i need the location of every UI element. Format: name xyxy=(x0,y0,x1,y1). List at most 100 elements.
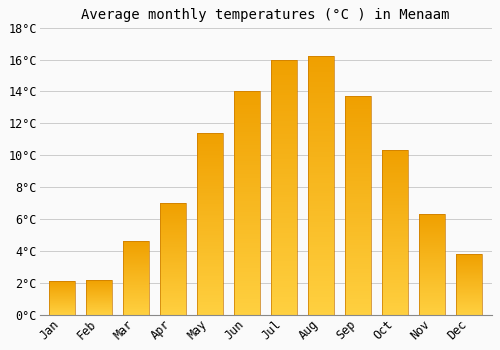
Bar xyxy=(308,103,334,105)
Bar xyxy=(308,113,334,116)
Bar xyxy=(420,265,446,266)
Bar xyxy=(382,237,408,239)
Bar xyxy=(86,293,112,294)
Bar xyxy=(456,288,482,289)
Bar xyxy=(160,219,186,220)
Bar xyxy=(234,284,260,286)
Bar xyxy=(234,147,260,149)
Bar xyxy=(420,301,446,302)
Bar xyxy=(346,236,371,238)
Bar xyxy=(160,279,186,280)
Bar xyxy=(382,170,408,172)
Bar xyxy=(271,284,297,287)
Bar xyxy=(456,309,482,310)
Bar xyxy=(308,309,334,312)
Bar xyxy=(308,129,334,131)
Bar xyxy=(456,271,482,272)
Bar xyxy=(420,310,446,312)
Bar xyxy=(197,158,223,160)
Bar xyxy=(456,292,482,293)
Bar xyxy=(382,215,408,216)
Bar xyxy=(123,254,149,255)
Bar xyxy=(123,280,149,281)
Bar xyxy=(271,271,297,274)
Bar xyxy=(86,294,112,295)
Bar xyxy=(271,93,297,95)
Bar xyxy=(160,230,186,231)
Bar xyxy=(123,308,149,309)
Bar xyxy=(382,280,408,282)
Bar xyxy=(456,287,482,288)
Bar xyxy=(382,218,408,219)
Bar xyxy=(234,91,260,315)
Bar xyxy=(420,282,446,284)
Bar xyxy=(160,308,186,309)
Bar xyxy=(456,255,482,256)
Bar xyxy=(271,103,297,105)
Bar xyxy=(160,302,186,303)
Bar xyxy=(346,275,371,278)
Bar xyxy=(382,159,408,160)
Bar xyxy=(197,215,223,216)
Bar xyxy=(308,186,334,188)
Bar xyxy=(382,190,408,191)
Bar xyxy=(308,247,334,250)
Bar xyxy=(234,274,260,277)
Bar xyxy=(160,241,186,242)
Bar xyxy=(346,186,371,188)
Bar xyxy=(160,210,186,211)
Bar xyxy=(382,256,408,257)
Bar xyxy=(382,295,408,296)
Bar xyxy=(346,160,371,162)
Bar xyxy=(308,79,334,82)
Bar xyxy=(271,116,297,118)
Bar xyxy=(308,296,334,299)
Bar xyxy=(308,273,334,276)
Bar xyxy=(382,290,408,292)
Bar xyxy=(308,196,334,198)
Bar xyxy=(123,285,149,286)
Bar xyxy=(123,267,149,268)
Bar xyxy=(271,167,297,169)
Bar xyxy=(160,213,186,214)
Bar xyxy=(346,201,371,203)
Bar xyxy=(420,292,446,293)
Bar xyxy=(308,111,334,113)
Bar xyxy=(382,223,408,224)
Bar xyxy=(197,196,223,198)
Bar xyxy=(160,266,186,267)
Bar xyxy=(382,260,408,262)
Bar xyxy=(308,116,334,118)
Bar xyxy=(382,199,408,201)
Bar xyxy=(308,59,334,62)
Bar xyxy=(420,289,446,290)
Bar xyxy=(382,165,408,167)
Bar xyxy=(123,286,149,287)
Bar xyxy=(308,237,334,240)
Bar xyxy=(420,252,446,253)
Bar xyxy=(160,252,186,253)
Bar xyxy=(420,233,446,234)
Bar xyxy=(271,256,297,258)
Bar xyxy=(382,249,408,251)
Bar xyxy=(346,284,371,286)
Bar xyxy=(197,238,223,240)
Bar xyxy=(234,214,260,216)
Bar xyxy=(382,195,408,196)
Bar xyxy=(420,262,446,263)
Bar xyxy=(197,182,223,184)
Bar xyxy=(234,223,260,225)
Bar xyxy=(160,257,186,258)
Bar xyxy=(160,261,186,262)
Bar xyxy=(123,302,149,303)
Bar xyxy=(456,298,482,299)
Bar xyxy=(197,275,223,276)
Bar xyxy=(271,67,297,70)
Bar xyxy=(382,206,408,208)
Bar xyxy=(271,123,297,126)
Bar xyxy=(382,210,408,211)
Bar xyxy=(123,246,149,247)
Bar xyxy=(271,154,297,156)
Bar xyxy=(346,144,371,146)
Bar xyxy=(420,259,446,260)
